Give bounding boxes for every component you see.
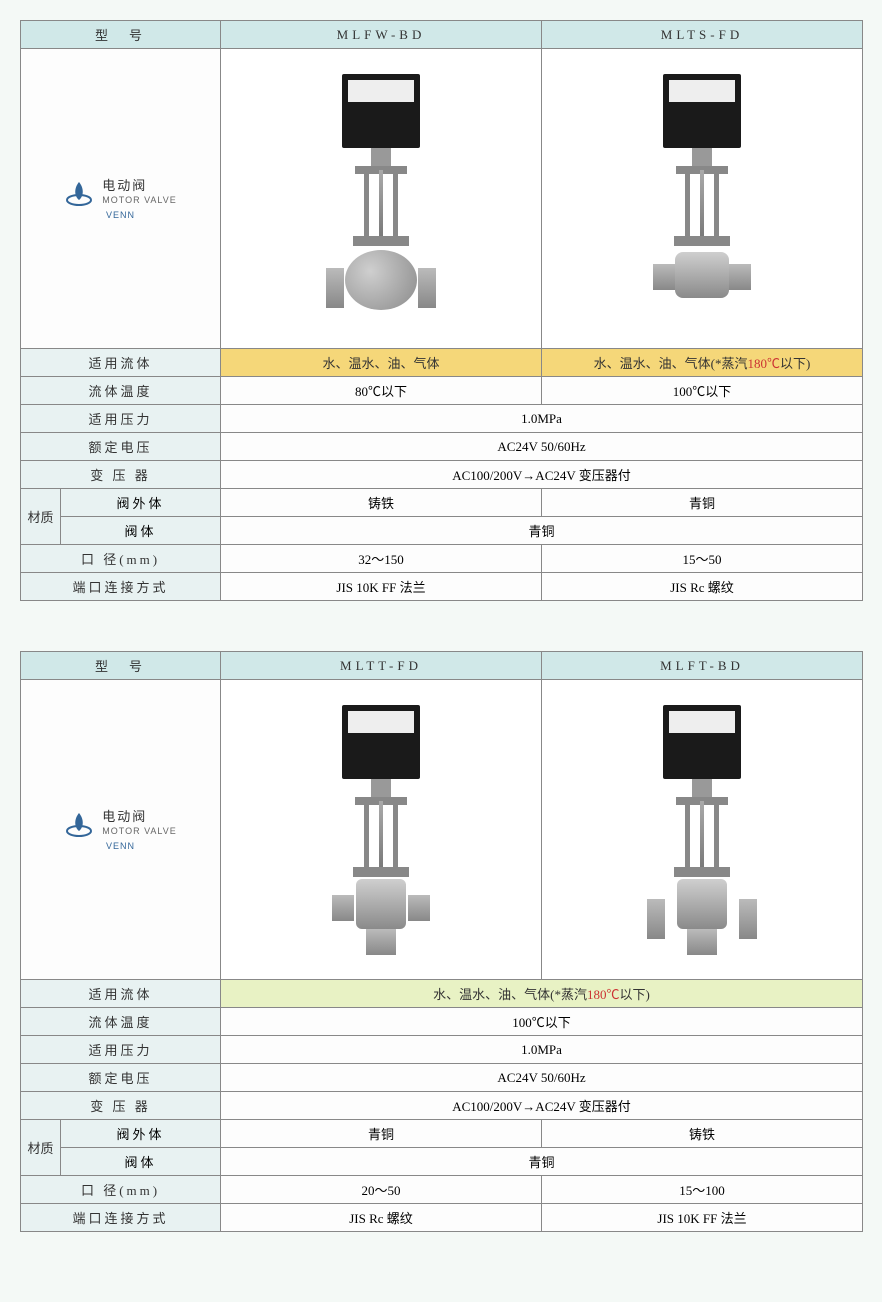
conn-1: JIS Rc 螺纹 xyxy=(221,1204,542,1232)
spec-table-2: 型 号 MLTT-FD MLFT-BD 电动阀 MOTOR VALVE VENN xyxy=(20,651,863,1232)
dia-2: 15～100 xyxy=(542,1176,863,1204)
product-image-1 xyxy=(221,49,542,349)
label-pressure: 适用压力 xyxy=(21,405,221,433)
brand-en: MOTOR VALVE xyxy=(102,195,177,207)
inner: 青铜 xyxy=(221,1148,863,1176)
inner: 青铜 xyxy=(221,517,863,545)
conn-1: JIS 10K FF 法兰 xyxy=(221,573,542,601)
venn-label: VENN xyxy=(106,210,135,220)
temp-1: 80℃以下 xyxy=(221,377,542,405)
fluid-1: 水、温水、油、气体 xyxy=(221,349,542,377)
label-outer: 阀外体 xyxy=(61,1120,221,1148)
label-temp: 流体温度 xyxy=(21,377,221,405)
temp: 100℃以下 xyxy=(221,1008,863,1036)
label-dia: 口 径(mm) xyxy=(21,545,221,573)
label-conn: 端口连接方式 xyxy=(21,573,221,601)
label-inner: 阀体 xyxy=(61,517,221,545)
brand-cell: 电动阀 MOTOR VALVE VENN xyxy=(21,49,221,349)
voltage: AC24V 50/60Hz xyxy=(221,1064,863,1092)
label-temp: 流体温度 xyxy=(21,1008,221,1036)
label-voltage: 额定电压 xyxy=(21,433,221,461)
fluid-2: 水、温水、油、气体(*蒸汽180℃以下) xyxy=(542,349,863,377)
brand-en: MOTOR VALVE xyxy=(102,826,177,838)
label-model: 型 号 xyxy=(21,21,221,49)
model-1: MLTT-FD xyxy=(221,652,542,680)
spec-table-1: 型 号 MLFW-BD MLTS-FD 电动阀 MOTOR VALVE VENN xyxy=(20,20,863,601)
label-trans: 变 压 器 xyxy=(21,1092,221,1120)
outer-2: 铸铁 xyxy=(542,1120,863,1148)
trans: AC100/200V→AC24V 变压器付 xyxy=(221,461,863,489)
label-pressure: 适用压力 xyxy=(21,1036,221,1064)
conn-2: JIS 10K FF 法兰 xyxy=(542,1204,863,1232)
dia-2: 15～50 xyxy=(542,545,863,573)
header-row: 型 号 MLFW-BD MLTS-FD xyxy=(21,21,863,49)
venn-logo-icon xyxy=(64,809,94,839)
product-image-1 xyxy=(221,680,542,980)
label-fluid: 适用流体 xyxy=(21,980,221,1008)
model-2: MLFT-BD xyxy=(542,652,863,680)
voltage: AC24V 50/60Hz xyxy=(221,433,863,461)
brand-cn: 电动阀 xyxy=(102,809,177,826)
outer-1: 铸铁 xyxy=(221,489,542,517)
label-material: 材质 xyxy=(21,489,61,545)
fluid: 水、温水、油、气体(*蒸汽180℃以下) xyxy=(221,980,863,1008)
label-trans: 变 压 器 xyxy=(21,461,221,489)
label-outer: 阀外体 xyxy=(61,489,221,517)
venn-logo-icon xyxy=(64,178,94,208)
label-inner: 阀体 xyxy=(61,1148,221,1176)
label-fluid: 适用流体 xyxy=(21,349,221,377)
conn-2: JIS Rc 螺纹 xyxy=(542,573,863,601)
dia-1: 20～50 xyxy=(221,1176,542,1204)
product-image-2 xyxy=(542,49,863,349)
brand-cell: 电动阀 MOTOR VALVE VENN xyxy=(21,680,221,980)
pressure: 1.0MPa xyxy=(221,1036,863,1064)
label-model: 型 号 xyxy=(21,652,221,680)
product-image-2 xyxy=(542,680,863,980)
venn-label: VENN xyxy=(106,841,135,851)
label-conn: 端口连接方式 xyxy=(21,1204,221,1232)
model-1: MLFW-BD xyxy=(221,21,542,49)
outer-2: 青铜 xyxy=(542,489,863,517)
trans: AC100/200V→AC24V 变压器付 xyxy=(221,1092,863,1120)
label-material: 材质 xyxy=(21,1120,61,1176)
model-2: MLTS-FD xyxy=(542,21,863,49)
brand-cn: 电动阀 xyxy=(102,178,177,195)
pressure: 1.0MPa xyxy=(221,405,863,433)
header-row: 型 号 MLTT-FD MLFT-BD xyxy=(21,652,863,680)
outer-1: 青铜 xyxy=(221,1120,542,1148)
temp-2: 100℃以下 xyxy=(542,377,863,405)
label-dia: 口 径(mm) xyxy=(21,1176,221,1204)
label-voltage: 额定电压 xyxy=(21,1064,221,1092)
dia-1: 32～150 xyxy=(221,545,542,573)
